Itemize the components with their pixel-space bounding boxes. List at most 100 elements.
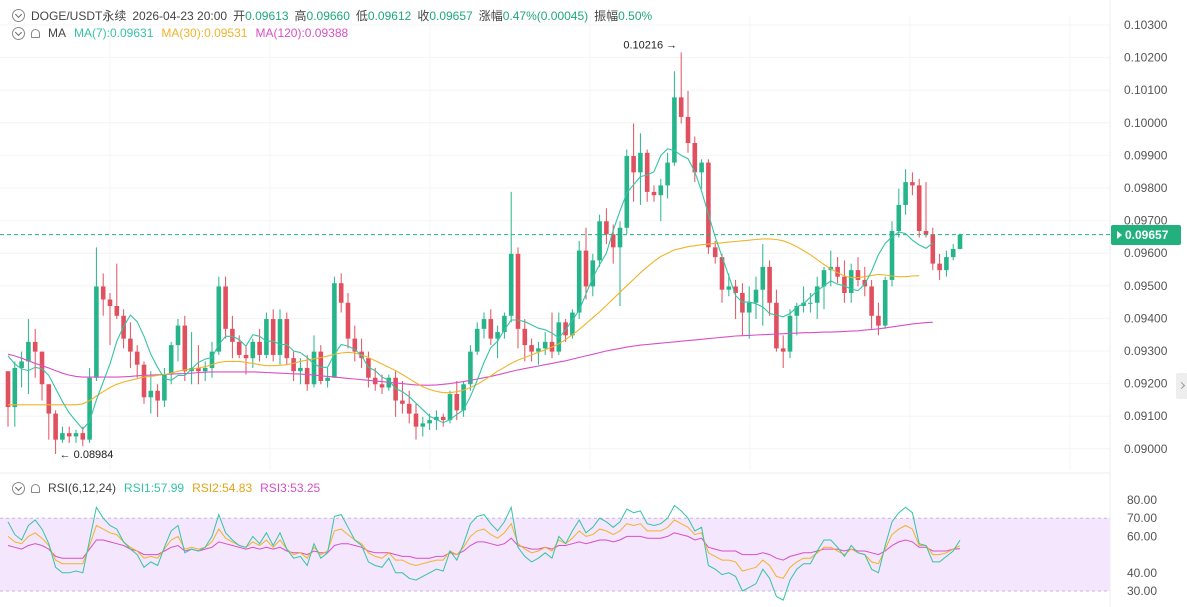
candle-up: [801, 302, 806, 307]
candle-down: [515, 253, 521, 329]
candle-up: [665, 162, 670, 186]
rsi1-line: [7, 504, 961, 601]
candle-down: [583, 250, 589, 287]
high-label: 高: [294, 9, 307, 23]
candle-up: [814, 286, 820, 303]
candle-up: [26, 341, 31, 362]
candle-up: [536, 348, 541, 352]
candle-down: [128, 338, 133, 352]
ma30-legend: MA(30):0.09531: [161, 26, 248, 40]
candle-down: [5, 371, 11, 408]
candle-up: [889, 231, 895, 280]
candle-down: [80, 433, 86, 440]
candle-up: [617, 227, 623, 248]
candle-up: [264, 319, 269, 355]
candle-up: [794, 306, 800, 316]
alert-bell-icon[interactable]: [31, 28, 40, 38]
candle-down: [223, 286, 228, 329]
candle-down: [842, 276, 847, 293]
candle-up: [148, 390, 154, 398]
open-label: 开: [233, 9, 246, 23]
expand-right-arrow-icon[interactable]: [1176, 373, 1187, 399]
candle-up: [325, 377, 330, 381]
candle-down: [345, 302, 351, 339]
candle-down: [774, 302, 779, 349]
candle-up: [420, 423, 426, 427]
candle-up: [175, 325, 181, 346]
candle-up: [298, 367, 303, 372]
close-label: 收: [417, 9, 430, 23]
price-tick-label: 0.09000: [1124, 442, 1168, 456]
candle-down: [712, 247, 718, 258]
candle-up: [162, 374, 167, 401]
candle-down: [196, 367, 201, 372]
candle-down: [522, 328, 528, 346]
candle-down: [352, 338, 358, 352]
candle-down: [379, 384, 385, 388]
rsi-alert-bell-icon[interactable]: [31, 483, 40, 493]
candle-up: [726, 286, 732, 290]
price-tick-label: 0.10200: [1124, 51, 1168, 65]
candle-down: [66, 433, 72, 437]
candle-down: [604, 221, 609, 235]
candle-down: [706, 162, 711, 248]
candle-down: [284, 319, 290, 359]
candle-down: [869, 286, 874, 316]
candle-down: [32, 341, 38, 352]
candle-down: [257, 341, 262, 355]
candle-up: [821, 270, 827, 287]
candle-up: [447, 394, 453, 421]
ma-legend: MA MA(7):0.09631 MA(30):0.09531 MA(120):…: [12, 26, 356, 40]
price-tick-label: 0.09800: [1124, 181, 1168, 195]
candle-down: [855, 270, 861, 280]
candle-down: [651, 191, 657, 196]
candle-up: [508, 253, 514, 316]
candle-down: [100, 286, 106, 300]
candle-down: [930, 234, 936, 264]
amplitude-label: 振幅: [594, 9, 619, 23]
candle-up: [957, 234, 963, 249]
candle-down: [107, 299, 113, 307]
collapse-chevron-icon[interactable]: [12, 9, 25, 22]
candle-down: [155, 390, 160, 401]
candle-down: [923, 231, 929, 235]
candle-down: [141, 364, 147, 398]
candle-down: [114, 306, 120, 316]
candle-down: [644, 152, 650, 192]
candle-down: [270, 319, 276, 355]
candle-down: [692, 143, 698, 173]
rsi2-line: [7, 519, 961, 579]
candle-up: [570, 312, 575, 336]
max-price-annotation: 0.10216 →: [623, 39, 677, 51]
candle-up: [950, 248, 956, 258]
candle-up: [903, 182, 908, 205]
candle-up: [808, 302, 813, 304]
candle-up: [427, 420, 432, 424]
price-tick-label: 0.09500: [1124, 279, 1168, 293]
candle-down: [291, 358, 296, 372]
candle-up: [624, 156, 630, 228]
rsi-collapse-chevron-icon[interactable]: [12, 481, 25, 495]
candle-up: [60, 433, 65, 440]
candle-down: [910, 182, 915, 186]
candle-up: [332, 283, 337, 378]
price-tick-label: 0.09400: [1124, 311, 1168, 325]
rsi-tick-label: 80.00: [1127, 493, 1157, 507]
price-tick-label: 0.09900: [1124, 148, 1168, 162]
candle-down: [767, 266, 772, 303]
candle-up: [12, 367, 18, 408]
rsi-legend-name: RSI(6,12,24): [48, 481, 117, 495]
candle-up: [481, 319, 487, 329]
candle-up: [658, 185, 664, 196]
candle-up: [311, 351, 317, 385]
candle-up: [202, 367, 208, 372]
candle-down: [406, 403, 412, 414]
candle-up: [209, 351, 215, 368]
low-label: 低: [355, 9, 368, 23]
ma-collapse-chevron-icon[interactable]: [12, 26, 25, 40]
price-axis: 0.10300 0.10200 0.10100 0.10000 0.09900 0.098…: [1124, 18, 1168, 598]
candle-up: [576, 250, 582, 313]
candle-down: [835, 266, 840, 277]
